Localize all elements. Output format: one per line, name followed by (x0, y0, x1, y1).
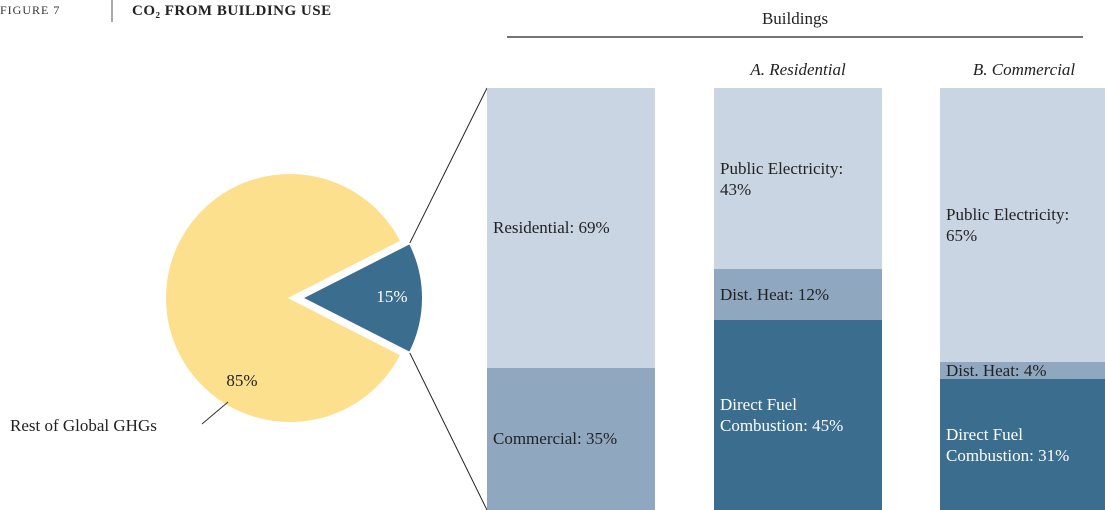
chart-title: CO₂ FROM BUILDING USE (132, 3, 332, 19)
pie-slice (299, 241, 424, 355)
connector (409, 87, 488, 244)
connector (409, 352, 488, 510)
slice-label: 15% (376, 287, 407, 306)
group-title: Buildings (762, 9, 828, 28)
bar-segment: Public Electricity: 43% (714, 88, 882, 270)
category-label: B. Commercial (972, 60, 1076, 79)
segment-label: Commercial: 35% (493, 429, 618, 449)
bar-segment: Direct Fuel Combustion: 31% (940, 379, 1105, 510)
segment-label: Direct Fuel Combustion: 45% (720, 395, 844, 436)
bar-segment: Public Electricity: 65% (940, 88, 1105, 363)
bar-segment: Dist. Heat: 4% (940, 361, 1105, 381)
annotation: Rest of Global GHGs (10, 416, 157, 435)
bar-segment: Commercial: 35% (487, 367, 655, 510)
category-label: A. Residential (750, 60, 846, 79)
leader-line (201, 401, 229, 425)
segment-label: Direct Fuel Combustion: 31% (946, 424, 1070, 465)
bar-segment: Dist. Heat: 12% (714, 269, 882, 321)
pie-slice (164, 172, 403, 424)
figure-label: FIGURE 7 (0, 3, 60, 17)
bar-segment: Direct Fuel Combustion: 45% (714, 320, 882, 510)
segment-label: Public Electricity: 65% (946, 205, 1070, 246)
segment-label: Dist. Heat: 12% (720, 285, 830, 305)
bar-segment: Residential: 69% (487, 88, 655, 368)
segment-label: Residential: 69% (493, 218, 610, 238)
segment-label: Dist. Heat: 4% (946, 361, 1047, 381)
slice-label: 85% (226, 371, 257, 390)
segment-label: Public Electricity: 43% (720, 158, 844, 199)
